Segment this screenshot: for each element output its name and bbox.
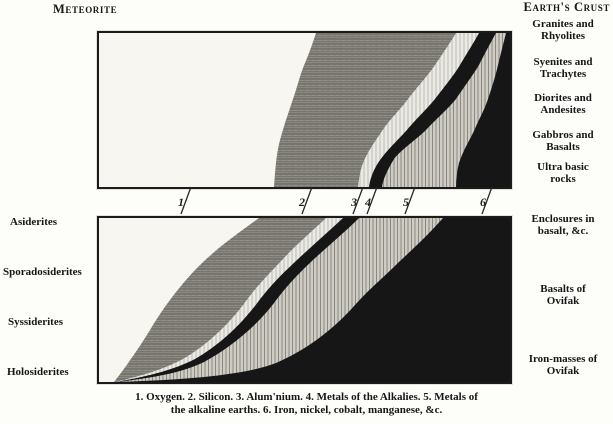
meteorite-label-syssiderites: Syssiderites (8, 316, 63, 328)
meteorite-label-holosiderites: Holosiderites (7, 366, 69, 378)
legend-caption: 1. Oxygen. 2. Silicon. 3. Alum'nium. 4. … (0, 391, 613, 416)
tick-label-5: 5 (403, 195, 409, 209)
meteorite-composition-chart (97, 216, 512, 384)
meteorite-label-asiderites: Asiderites (10, 216, 58, 228)
tick-label-2: 2 (298, 195, 305, 209)
component-number-axis: 1 2 3 4 5 6 (178, 186, 493, 215)
crust-label-basalts-ovifak: Basalts of Ovifak (540, 283, 586, 307)
legend-caption-line-2: the alkaline earths. 6. Iron, nickel, co… (170, 403, 443, 416)
tick-label-6: 6 (480, 195, 486, 209)
crust-label-ultrabasic: Ultra basic rocks (537, 161, 589, 185)
axis-tick-lines (180, 186, 493, 215)
crust-composition-chart (97, 31, 512, 189)
meteorite-chart-canvas (99, 218, 510, 382)
meteorite-label-sporadosiderites: Sporadosiderites (3, 266, 82, 278)
meteorite-header: Meteorite (53, 2, 118, 16)
band-iron-crust (456, 33, 510, 187)
tick-label-3: 3 (350, 195, 357, 209)
crust-label-gabbros: Gabbros and Basalts (532, 129, 594, 153)
crust-label-diorites: Diorites and Andesites (534, 92, 592, 116)
earths-crust-header: Earth's Crust (523, 0, 610, 14)
legend-caption-line-1: 1. Oxygen. 2. Silicon. 3. Alum'nium. 4. … (135, 391, 478, 403)
crust-label-iron-masses: Iron-masses of Ovifak (528, 353, 598, 377)
tick-label-4: 4 (364, 195, 371, 209)
band-iron-meteorite (119, 218, 510, 382)
crust-label-enclosures: Enclosures in basalt, &c. (531, 213, 595, 237)
tick-label-1: 1 (178, 195, 184, 209)
crust-label-granites: Granites and Rhyolites (532, 18, 594, 42)
crust-chart-canvas (99, 33, 510, 187)
crust-label-syenites: Syenites and Trachytes (533, 56, 593, 80)
